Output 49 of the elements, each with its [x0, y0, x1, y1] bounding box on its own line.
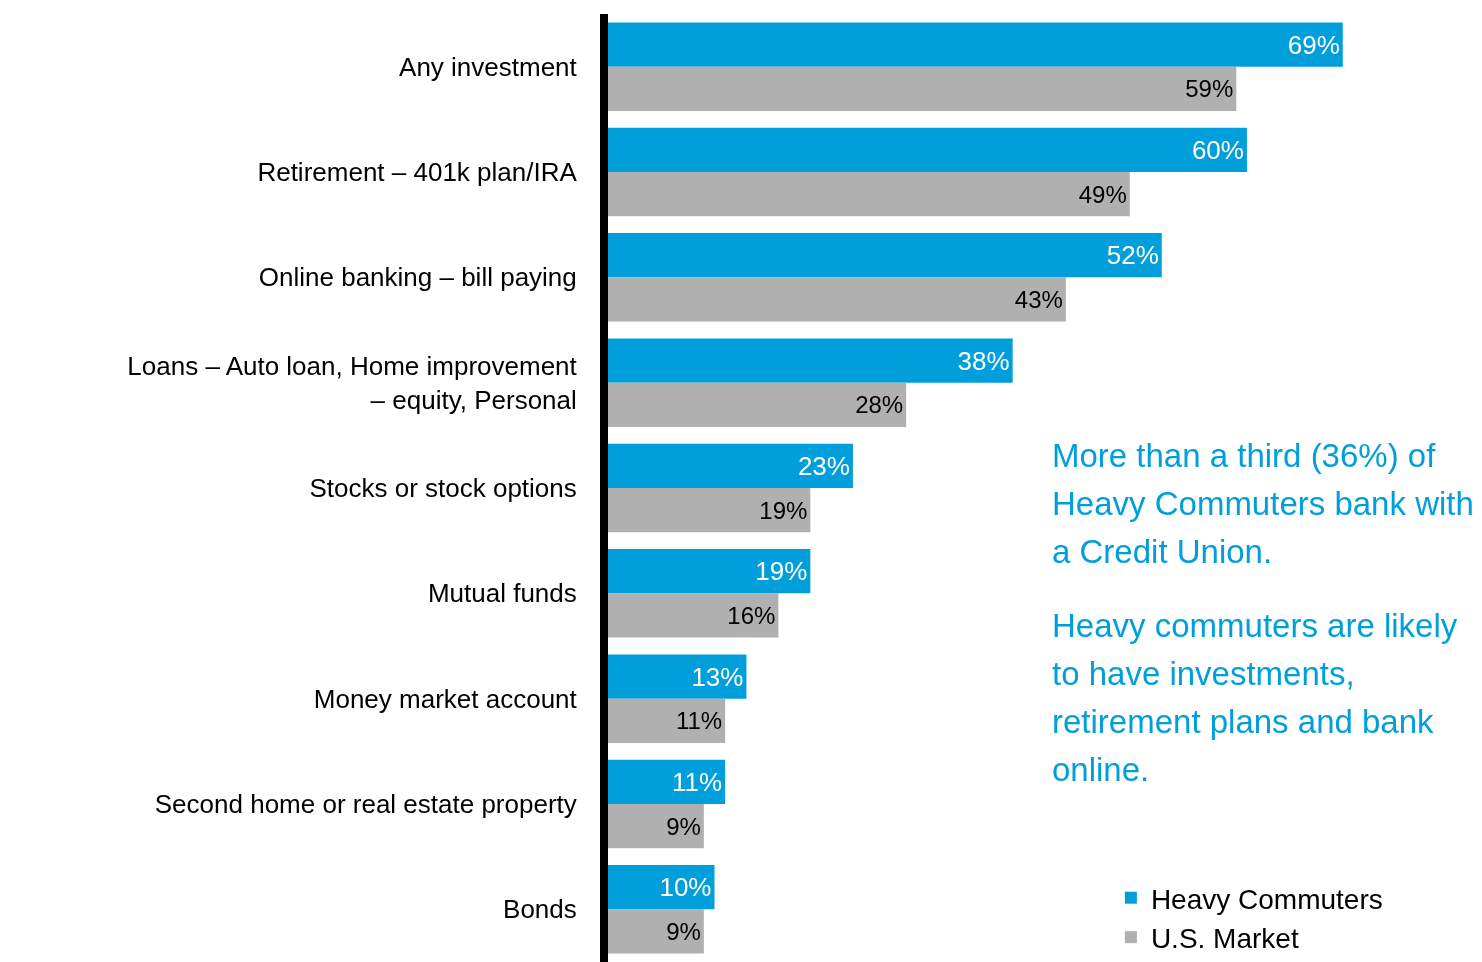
data-label: 23% — [797, 450, 850, 481]
bar — [608, 654, 747, 699]
data-label: 19% — [759, 496, 808, 524]
data-label: 11% — [675, 707, 723, 735]
bar — [608, 488, 811, 533]
y-tick-label: Retirement – 401k plan/IRA — [257, 157, 578, 188]
bar — [608, 382, 907, 427]
data-label: 49% — [1078, 180, 1127, 208]
bar — [608, 909, 704, 954]
data-label: 10% — [659, 872, 712, 903]
y-tick-label: Online banking – bill paying — [258, 262, 577, 293]
bar — [608, 233, 1162, 278]
data-label: 38% — [957, 345, 1010, 376]
data-label: 52% — [1106, 240, 1159, 271]
data-label: 11% — [672, 766, 723, 797]
bar — [608, 804, 704, 849]
bar — [608, 443, 853, 488]
data-label: 9% — [666, 917, 701, 945]
data-label: 9% — [666, 812, 701, 840]
legend-label: U.S. Market — [1150, 923, 1299, 955]
legend-label: Heavy Commuters — [1150, 883, 1383, 915]
y-tick-label: Money market account — [313, 683, 578, 714]
data-label: 19% — [755, 556, 808, 587]
bar — [608, 172, 1130, 217]
y-tick-label: Bonds — [503, 894, 577, 925]
bar — [608, 22, 1343, 67]
data-label: 69% — [1287, 29, 1340, 60]
bar — [608, 127, 1247, 172]
y-tick-label: Loans – Auto loan, Home improvement – equity, Personal — [127, 350, 578, 415]
bar — [608, 865, 715, 910]
annotation: More than a third (36%) of Heavy Commuters bank with a Credit Union. — [1052, 436, 1475, 572]
y-tick-label: Second home or real estate property — [154, 789, 577, 820]
bar — [608, 698, 726, 743]
bar — [608, 338, 1013, 383]
y-tick-label: Any investment — [399, 51, 578, 82]
bar — [608, 277, 1066, 322]
bar — [608, 593, 779, 638]
data-label: 60% — [1191, 134, 1244, 165]
bar — [608, 759, 726, 804]
y-tick-label: Stocks or stock options — [309, 473, 577, 504]
annotation: Heavy commuters are likely to have investments, retirement plans and bank online. — [1052, 606, 1459, 790]
y-tick-label: Mutual funds — [427, 578, 577, 609]
data-label: 59% — [1185, 75, 1234, 103]
data-label: 13% — [691, 661, 744, 692]
bar — [608, 66, 1237, 111]
data-label: 16% — [727, 601, 776, 629]
data-label: 43% — [1014, 285, 1063, 313]
bar — [608, 549, 811, 594]
data-label: 28% — [855, 391, 904, 419]
